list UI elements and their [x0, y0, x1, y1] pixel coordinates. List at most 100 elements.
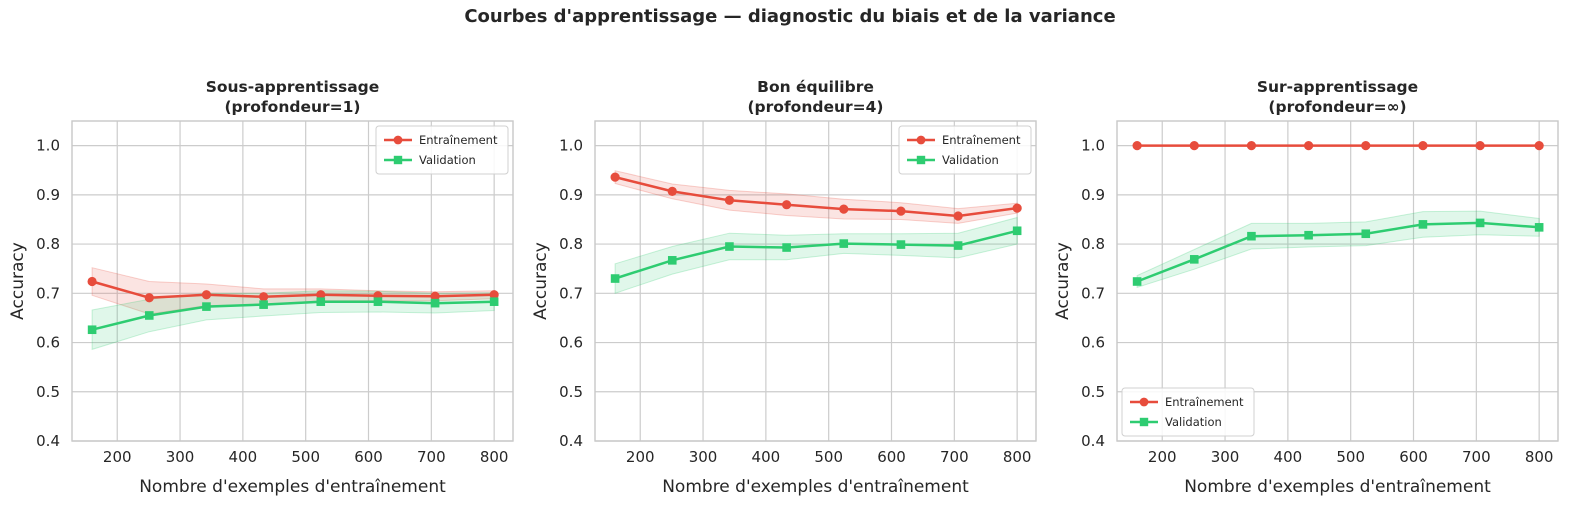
band-validation: [91, 290, 495, 351]
y-tick-label: 0.6: [559, 334, 583, 352]
x-tick-label: 200: [1148, 448, 1177, 466]
x-tick-label: 400: [752, 448, 781, 466]
point-validation: [1132, 277, 1142, 286]
point-train: [782, 200, 792, 210]
x-tick-label: 300: [689, 448, 718, 466]
point-train: [839, 204, 849, 214]
x-axis-label: Nombre d'exemples d'entraînement: [139, 477, 446, 497]
y-tick-label: 0.4: [36, 432, 60, 450]
point-validation: [1189, 255, 1199, 264]
point-validation: [1304, 230, 1313, 240]
y-tick-label: 0.7: [36, 284, 60, 302]
x-tick-label: 300: [1211, 448, 1240, 466]
point-train: [1418, 141, 1428, 151]
figure-suptitle: Courbes d'apprentissage — diagnostic du …: [464, 6, 1116, 27]
y-tick-label: 1.0: [559, 137, 583, 155]
panel-subtitle: (profondeur=1): [224, 98, 360, 116]
point-validation: [1475, 218, 1485, 228]
legend-label-validation: Validation: [942, 153, 999, 167]
x-tick-label: 500: [291, 448, 320, 466]
y-tick-label: 0.5: [1081, 383, 1105, 401]
legend: Entraînement Validation: [375, 125, 509, 175]
point-train: [1189, 141, 1199, 151]
line-train: [614, 175, 1018, 218]
legend-label-validation: Validation: [419, 153, 476, 167]
point-train: [1475, 141, 1485, 151]
plot-frame: [1116, 120, 1559, 442]
chart-panel-1: 200 300 400 500 600 700 800 0.4 0.5 0.6 0.7 0.8 0.9 1…: [8, 78, 514, 497]
legend-box: [898, 125, 1032, 175]
x-tick-label: 800: [1003, 448, 1032, 466]
legend-marker-train: [393, 135, 403, 145]
point-validation: [202, 302, 211, 311]
legend-marker-validation: [393, 155, 403, 165]
y-axis-label: Accuracy: [1053, 242, 1073, 320]
point-train: [667, 186, 677, 196]
legend-marker-validation: [1139, 417, 1149, 427]
y-axis-label: Accuracy: [531, 242, 551, 320]
point-validation: [316, 297, 326, 306]
y-tick-label: 0.8: [36, 235, 60, 253]
legend-label-train: Entraînement: [942, 133, 1021, 147]
x-tick-label: 600: [354, 448, 383, 466]
x-tick-label: 700: [940, 448, 969, 466]
band-validation: [614, 216, 1018, 294]
x-tick-label: 700: [417, 448, 446, 466]
point-validation: [489, 297, 499, 306]
panel-subtitle: (profondeur=∞): [1268, 98, 1406, 116]
point-train: [87, 276, 97, 287]
point-validation: [1418, 220, 1428, 229]
point-train: [489, 290, 499, 300]
point-train: [1132, 141, 1142, 151]
x-tick-label: 500: [1336, 448, 1365, 466]
legend-marker-validation: [916, 155, 926, 165]
y-tick-label: 1.0: [36, 137, 60, 155]
point-validation: [953, 241, 963, 250]
point-train: [1246, 141, 1257, 151]
legend-label-validation: Validation: [1165, 415, 1222, 429]
y-axis-label: Accuracy: [8, 242, 28, 320]
point-validation: [610, 274, 620, 283]
point-train: [724, 195, 735, 205]
x-tick-label: 300: [166, 448, 195, 466]
x-tick-label: 400: [1274, 448, 1303, 466]
point-train: [144, 293, 154, 303]
x-axis-label: Nombre d'exemples d'entraînement: [1184, 477, 1491, 497]
point-validation: [667, 256, 677, 265]
y-tick-label: 0.8: [1081, 235, 1105, 253]
point-train: [1304, 141, 1314, 151]
point-validation: [87, 325, 97, 335]
legend: Entraînement Validation: [1121, 387, 1255, 437]
line-train: [91, 280, 495, 299]
legend-box: [375, 125, 509, 175]
chart-panel-3: 200 300 400 500 600 700 800 0.4 0.5 0.6 0.7 0.8 0.9 1…: [1053, 78, 1559, 497]
point-validation: [839, 239, 849, 248]
point-validation: [144, 311, 154, 320]
y-tick-label: 0.4: [1081, 432, 1105, 450]
panel-title: Sur-apprentissage: [1257, 78, 1418, 96]
x-tick-label: 500: [814, 448, 843, 466]
point-validation: [259, 300, 268, 309]
panel-subtitle: (profondeur=4): [747, 98, 883, 116]
line-validation: [1136, 221, 1540, 283]
band-validation: [1136, 210, 1540, 289]
legend-marker-train: [1139, 397, 1149, 407]
point-validation: [782, 243, 791, 252]
x-axis-label: Nombre d'exemples d'entraînement: [662, 477, 969, 497]
y-tick-label: 0.8: [559, 235, 583, 253]
panel-title: Sous-apprentissage: [206, 78, 380, 96]
line-validation: [614, 229, 1018, 280]
line-validation: [91, 300, 495, 331]
chart-panel-2: 200 300 400 500 600 700 800 0.4 0.5 0.6 0.7 0.8 0.9 1…: [531, 78, 1037, 497]
point-train: [1534, 141, 1544, 151]
point-train: [953, 211, 963, 221]
y-tick-label: 0.4: [559, 432, 583, 450]
x-tick-label: 800: [480, 448, 509, 466]
y-tick-label: 0.9: [36, 186, 60, 204]
x-tick-label: 600: [1399, 448, 1428, 466]
point-validation: [1012, 226, 1022, 236]
x-tick-label: 200: [626, 448, 655, 466]
point-train: [316, 290, 326, 300]
y-tick-label: 0.7: [559, 284, 583, 302]
x-tick-label: 800: [1525, 448, 1554, 466]
